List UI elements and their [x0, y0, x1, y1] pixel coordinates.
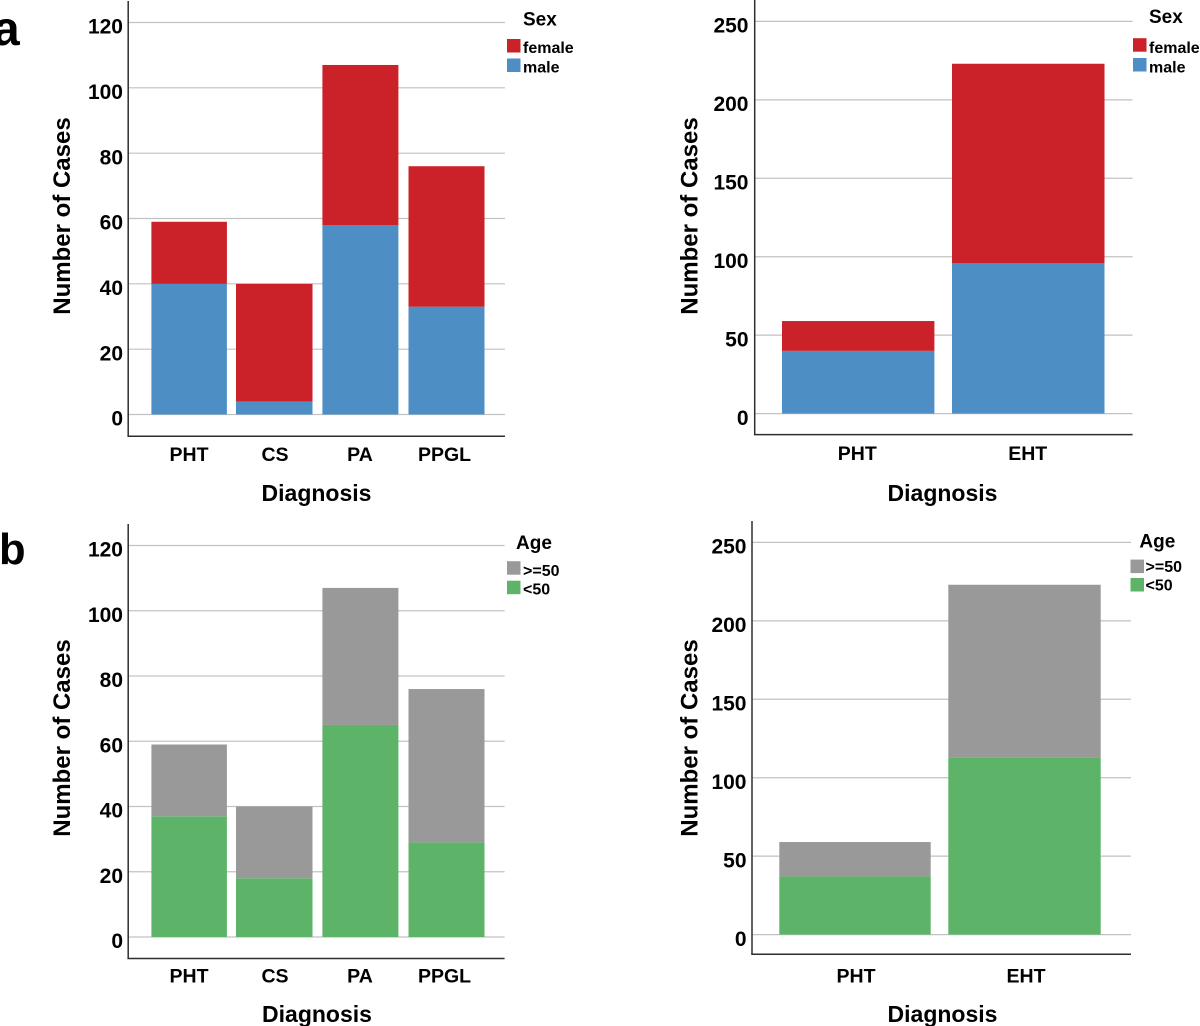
- svg-text:PHT: PHT: [838, 443, 877, 465]
- svg-text:male: male: [523, 60, 560, 77]
- svg-text:Number of Cases: Number of Cases: [49, 117, 76, 314]
- svg-text:male: male: [1149, 60, 1186, 77]
- svg-text:150: 150: [711, 693, 746, 716]
- svg-text:Diagnosis: Diagnosis: [888, 480, 998, 506]
- svg-text:200: 200: [711, 614, 746, 637]
- svg-text:PA: PA: [347, 444, 373, 466]
- svg-text:100: 100: [88, 604, 123, 627]
- svg-text:Diagnosis: Diagnosis: [262, 480, 372, 506]
- svg-text:Diagnosis: Diagnosis: [262, 1001, 372, 1026]
- svg-text:PPGL: PPGL: [418, 444, 471, 466]
- svg-text:<50: <50: [1146, 578, 1173, 595]
- svg-text:50: 50: [723, 849, 746, 872]
- svg-text:250: 250: [713, 15, 748, 38]
- svg-text:60: 60: [100, 212, 123, 235]
- svg-text:PHT: PHT: [837, 966, 876, 988]
- svg-text:0: 0: [111, 930, 123, 953]
- svg-text:0: 0: [111, 408, 123, 431]
- svg-text:female: female: [1149, 40, 1200, 57]
- svg-text:100: 100: [713, 250, 748, 273]
- svg-text:CS: CS: [261, 444, 288, 466]
- svg-text:PPGL: PPGL: [418, 966, 471, 988]
- svg-text:200: 200: [713, 93, 748, 116]
- svg-text:<50: <50: [523, 582, 550, 599]
- svg-text:Number of Cases: Number of Cases: [677, 639, 704, 836]
- svg-text:Number of Cases: Number of Cases: [49, 639, 76, 836]
- svg-text:100: 100: [88, 81, 123, 104]
- svg-text:20: 20: [100, 865, 123, 888]
- svg-text:20: 20: [100, 342, 123, 365]
- svg-text:Sex: Sex: [523, 10, 557, 31]
- svg-text:CS: CS: [261, 966, 288, 988]
- svg-text:>=50: >=50: [1146, 559, 1183, 576]
- svg-text:b: b: [0, 526, 26, 574]
- svg-text:150: 150: [713, 172, 748, 195]
- svg-text:Sex: Sex: [1149, 7, 1183, 28]
- svg-text:50: 50: [725, 328, 748, 351]
- svg-text:female: female: [523, 40, 574, 57]
- svg-text:Diagnosis: Diagnosis: [888, 1001, 998, 1026]
- svg-text:PHT: PHT: [170, 444, 209, 466]
- svg-text:40: 40: [100, 800, 123, 823]
- svg-text:Age: Age: [1139, 531, 1175, 552]
- svg-text:a: a: [0, 3, 20, 56]
- svg-text:0: 0: [737, 407, 749, 430]
- svg-text:80: 80: [100, 669, 123, 692]
- svg-text:PA: PA: [347, 966, 373, 988]
- svg-text:EHT: EHT: [1007, 966, 1046, 988]
- svg-text:100: 100: [711, 771, 746, 794]
- svg-text:120: 120: [88, 539, 123, 562]
- svg-text:80: 80: [100, 146, 123, 169]
- svg-text:PHT: PHT: [170, 966, 209, 988]
- svg-text:0: 0: [735, 928, 747, 951]
- svg-text:250: 250: [711, 536, 746, 559]
- svg-text:40: 40: [100, 277, 123, 300]
- svg-text:60: 60: [100, 735, 123, 758]
- svg-text:Number of Cases: Number of Cases: [677, 117, 704, 314]
- svg-text:Age: Age: [516, 533, 552, 554]
- svg-text:>=50: >=50: [523, 563, 560, 580]
- svg-text:EHT: EHT: [1008, 443, 1047, 465]
- svg-text:120: 120: [88, 16, 123, 39]
